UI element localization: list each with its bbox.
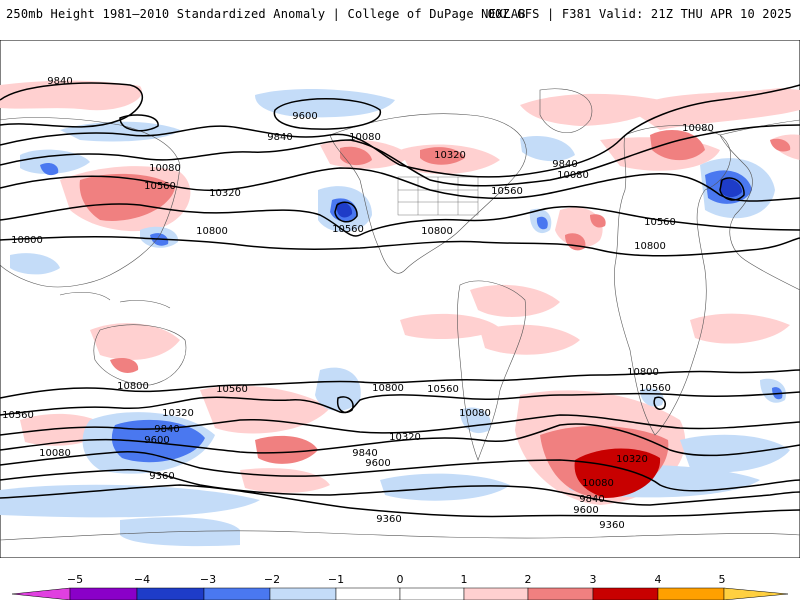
contour-label: 9360: [376, 514, 401, 525]
colorbar-tick-label: −5: [67, 573, 83, 586]
colorbar-tick-label: 2: [525, 573, 532, 586]
contour-label: 10800: [117, 381, 149, 392]
contour-label: 10080: [149, 163, 181, 174]
map-title: 250mb Height 1981–2010 Standardized Anom…: [6, 7, 526, 21]
contour-label: 10080: [459, 408, 491, 419]
contour-label: 10320: [616, 454, 648, 465]
anomaly-shading: [0, 80, 800, 547]
contour-label: 10560: [216, 384, 248, 395]
contour-label: 10800: [11, 235, 43, 246]
header: 250mb Height 1981–2010 Standardized Anom…: [0, 0, 800, 30]
height-contours: [0, 82, 800, 518]
contour-label: 9360: [149, 471, 174, 482]
contour-label: 10080: [682, 123, 714, 134]
contour-label: 10560: [427, 384, 459, 395]
contour-label: 10560: [144, 181, 176, 192]
contour-label: 9840: [267, 132, 292, 143]
contour-label: 10560: [491, 186, 523, 197]
contour-label: 9600: [573, 505, 598, 516]
contour-label: 10320: [209, 188, 241, 199]
anomaly-colorbar: −5 −4 −3 −2 −1 0 1 2 3 4 5: [11, 573, 789, 600]
colorbar-tick-label: 3: [590, 573, 597, 586]
colorbar-segment: [11, 587, 71, 600]
contour-label: 9840: [352, 448, 377, 459]
contour-label: 10560: [332, 224, 364, 235]
contour-labels: 9840 9600 9840 10080 10080 10320 10320 9…: [2, 76, 714, 531]
run-info: 00Z GFS | F381 Valid: 21Z THU APR 10 202…: [487, 7, 792, 21]
contour-label: 10080: [39, 448, 71, 459]
colorbar-segment: [592, 587, 659, 600]
contour-label: 9840: [154, 424, 179, 435]
contour-label: 10560: [644, 217, 676, 228]
colorbar-ticks: −5 −4 −3 −2 −1 0 1 2 3 4 5: [67, 573, 726, 586]
contour-label: 9840: [47, 76, 72, 87]
contour-label: 10800: [421, 226, 453, 237]
contour-label: 10800: [627, 367, 659, 378]
contour-label: 10080: [582, 478, 614, 489]
contour-label: 10800: [634, 241, 666, 252]
colorbar-segment: [463, 587, 529, 600]
contour-label: 10320: [434, 150, 466, 161]
colorbar-segment: [69, 587, 138, 600]
contour-label: 9600: [365, 458, 390, 469]
colorbar-segment: [136, 587, 205, 600]
colorbar-tick-label: 1: [461, 573, 468, 586]
coastlines: [0, 88, 800, 541]
contour-label: 10800: [372, 383, 404, 394]
colorbar-segment: [657, 587, 725, 600]
contour-label: 10560: [639, 383, 671, 394]
colorbar-segment: [203, 587, 271, 600]
colorbar-tick-label: −3: [200, 573, 216, 586]
contour-label: 10560: [2, 410, 34, 421]
colorbar-tick-label: 4: [655, 573, 662, 586]
colorbar-segment: [335, 587, 401, 600]
colorbar-segment: [269, 587, 337, 600]
contour-label: 10080: [349, 132, 381, 143]
colorbar-segments: [11, 587, 789, 600]
colorbar-segment: [399, 587, 465, 600]
colorbar-tick-label: −4: [134, 573, 150, 586]
contour-label: 10800: [196, 226, 228, 237]
contour-label: 9840: [552, 159, 577, 170]
colorbar-tick-label: −1: [328, 573, 344, 586]
colorbar-segment: [723, 587, 789, 600]
contour-label: 9840: [579, 494, 604, 505]
contour-label: 9600: [144, 435, 169, 446]
contour-label: 9360: [599, 520, 624, 531]
colorbar-tick-label: −2: [264, 573, 280, 586]
colorbar-segment: [527, 587, 594, 600]
contour-label: 10080: [557, 170, 589, 181]
contour-label: 9600: [292, 111, 317, 122]
colorbar-tick-label: 0: [397, 573, 404, 586]
colorbar-tick-label: 5: [719, 573, 726, 586]
anomaly-map: 9840 9600 9840 10080 10080 10320 10320 9…: [0, 40, 800, 558]
contour-label: 10320: [162, 408, 194, 419]
contour-label: 10320: [389, 432, 421, 443]
